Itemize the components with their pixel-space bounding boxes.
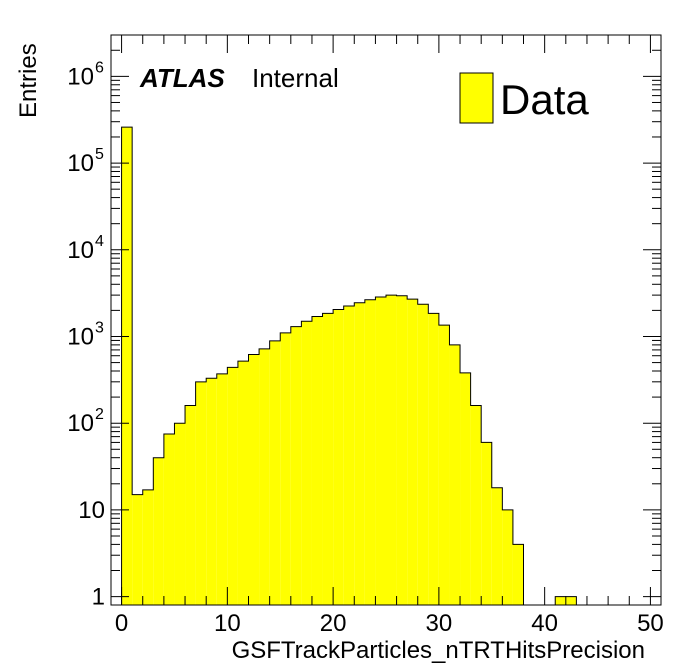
histogram-bin-19	[311, 316, 323, 605]
y-axis-label: Entries	[15, 43, 42, 118]
histogram-bin-2	[132, 494, 143, 605]
y-tick-label: 10	[67, 323, 94, 350]
y-tick-label: 1	[92, 584, 105, 611]
x-tick-label: 0	[115, 610, 128, 637]
histogram-bin-15	[269, 340, 281, 605]
y-tick-label: 10	[67, 63, 94, 90]
histogram-bin-11	[227, 367, 238, 605]
histogram-bin-43	[565, 596, 577, 605]
histogram-bin-31	[438, 325, 450, 605]
histogram-bin-6	[174, 423, 186, 605]
legend-entry-data: Data	[500, 76, 589, 123]
histogram-bin-3	[142, 489, 154, 605]
histogram-bin-37	[502, 509, 513, 605]
histogram-bin-13	[248, 354, 260, 605]
histogram-bin-9	[206, 378, 217, 605]
histogram-bin-12	[237, 361, 249, 605]
x-axis-label: GSFTrackParticles_nTRTHitsPrecision	[232, 637, 645, 664]
histogram-outline	[111, 126, 661, 606]
x-tick-label: 40	[531, 610, 558, 637]
histogram-bin-28	[407, 299, 418, 605]
histogram-bin-33	[460, 372, 471, 605]
x-tick-label: 20	[320, 610, 347, 637]
atlas-label: ATLAS	[139, 63, 225, 93]
histogram-bin-30	[428, 313, 439, 605]
y-tick-label: 10	[67, 150, 94, 177]
x-tick-labels: 0 10 20 30 40 50	[115, 610, 664, 637]
histogram-bin-25	[375, 297, 386, 605]
legend-swatch	[459, 72, 494, 124]
plot-frame	[110, 34, 662, 606]
histogram-bin-5	[163, 434, 175, 605]
y-tick-label-exponent: 2	[95, 406, 104, 423]
y-tick-label-exponent: 5	[95, 146, 104, 163]
histogram-bin-35	[481, 442, 492, 605]
histogram-bars	[121, 127, 577, 605]
histogram-bin-34	[470, 405, 482, 605]
histogram-bin-27	[396, 295, 408, 605]
histogram-bin-32	[449, 344, 461, 605]
histogram-bin-18	[301, 321, 312, 605]
histogram-bin-10	[216, 373, 228, 605]
histogram-bin-8	[195, 381, 207, 605]
histogram-bin-17	[290, 326, 302, 605]
histogram-bin-36	[491, 487, 503, 605]
histogram-bin-16	[280, 332, 291, 605]
x-tick-label: 30	[426, 610, 453, 637]
histogram-bin-1	[121, 127, 133, 605]
histogram-bin-24	[364, 299, 376, 605]
internal-label: Internal	[252, 63, 339, 93]
histogram-bin-23	[354, 302, 365, 605]
y-tick-label: 10	[78, 497, 105, 524]
histogram-bin-26	[386, 295, 397, 605]
y-tick-label-exponent: 6	[95, 59, 104, 76]
y-tick-label: 10	[67, 410, 94, 437]
histogram-bin-20	[322, 313, 334, 605]
x-tick-label: 10	[214, 610, 241, 637]
x-tick-label: 50	[637, 610, 664, 637]
y-tick-label-exponent: 3	[95, 319, 104, 336]
histogram-bin-7	[185, 405, 196, 605]
histogram-bin-21	[333, 309, 344, 605]
histogram-bin-14	[259, 348, 270, 605]
histogram-bin-22	[343, 305, 355, 605]
y-tick-label: 10	[67, 237, 94, 264]
y-tick-label-exponent: 4	[95, 233, 104, 250]
histogram-bin-4	[153, 457, 164, 605]
axis-ticks	[111, 34, 661, 605]
histogram-bin-38	[512, 544, 524, 605]
histogram-bin-42	[555, 596, 566, 605]
histogram-bin-29	[417, 304, 429, 605]
